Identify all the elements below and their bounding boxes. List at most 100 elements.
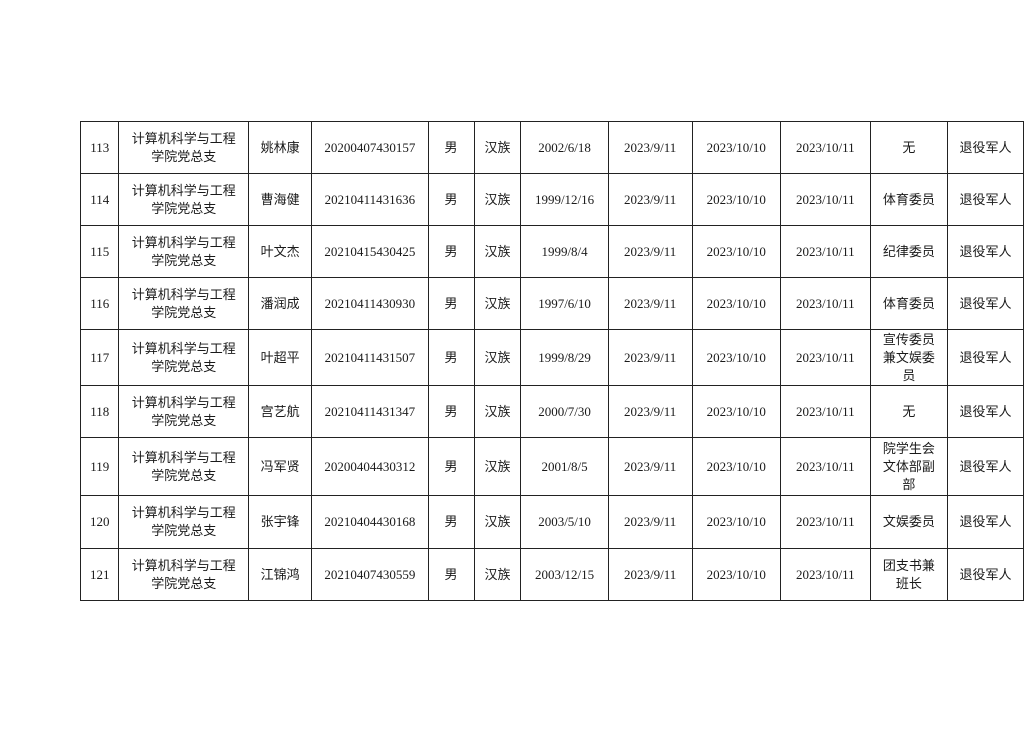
cell-birth-date: 1999/12/16: [520, 173, 609, 226]
cell-ethnicity: 汉族: [473, 277, 522, 330]
cell-note: 退役军人: [947, 277, 1024, 330]
cell-branch: 计算机科学与工程学院党总支: [118, 437, 249, 496]
cell-apply-date: 2023/9/11: [607, 495, 693, 549]
cell-birth-date: 1999/8/29: [520, 329, 609, 386]
cell-activist-date: 2023/10/10: [691, 225, 781, 278]
cell-student-id: 20210407430559: [311, 548, 429, 601]
cell-gender: 男: [427, 495, 475, 549]
cell-student-id: 20210404430168: [311, 495, 429, 549]
cell-branch: 计算机科学与工程学院党总支: [118, 329, 249, 386]
cell-apply-date: 2023/9/11: [607, 329, 693, 386]
cell-student-id: 20210411431636: [311, 173, 429, 226]
cell-index: 116: [79, 277, 120, 330]
cell-name: 冯军贤: [247, 437, 313, 496]
table-row: 116 计算机科学与工程学院党总支 潘润成 20210411430930 男汉族 1997…: [79, 277, 1024, 330]
cell-position: 宣传委员兼文娱委员: [869, 329, 949, 386]
table-row: 115 计算机科学与工程学院党总支 叶文杰 20210415430425 男汉族 1999…: [79, 225, 1024, 278]
cell-ethnicity: 汉族: [473, 121, 522, 174]
cell-apply-date: 2023/9/11: [607, 437, 693, 496]
cell-note: 退役军人: [947, 437, 1024, 496]
cell-name: 叶超平: [247, 329, 313, 386]
cell-name: 曹海健: [247, 173, 313, 226]
cell-position: 院学生会文体部副部: [869, 437, 949, 496]
cell-apply-date: 2023/9/11: [607, 225, 693, 278]
cell-activist-date: 2023/10/10: [691, 437, 781, 496]
cell-training-date: 2023/10/11: [779, 437, 871, 496]
cell-activist-date: 2023/10/10: [691, 121, 781, 174]
table-row: 114 计算机科学与工程学院党总支 曹海健 20210411431636 男汉族 1999…: [79, 173, 1024, 226]
cell-activist-date: 2023/10/10: [691, 385, 781, 438]
cell-position: 团支书兼班长: [869, 548, 949, 601]
cell-gender: 男: [427, 385, 475, 438]
cell-position: 体育委员: [869, 277, 949, 330]
cell-index: 114: [79, 173, 120, 226]
cell-ethnicity: 汉族: [473, 329, 522, 386]
cell-branch: 计算机科学与工程学院党总支: [118, 548, 249, 601]
table-row: 121 计算机科学与工程学院党总支 江锦鸿 20210407430559 男汉族 2003…: [79, 548, 1024, 601]
cell-activist-date: 2023/10/10: [691, 548, 781, 601]
cell-activist-date: 2023/10/10: [691, 277, 781, 330]
cell-position: 无: [869, 385, 949, 438]
cell-ethnicity: 汉族: [473, 173, 522, 226]
table-row: 113 计算机科学与工程学院党总支 姚林康 20200407430157 男汉族 2002…: [79, 121, 1024, 174]
cell-training-date: 2023/10/11: [779, 121, 871, 174]
cell-training-date: 2023/10/11: [779, 277, 871, 330]
table-row: 117 计算机科学与工程学院党总支 叶超平 20210411431507 男汉族 1999…: [79, 329, 1024, 386]
cell-gender: 男: [427, 173, 475, 226]
cell-training-date: 2023/10/11: [779, 329, 871, 386]
cell-training-date: 2023/10/11: [779, 495, 871, 549]
cell-student-id: 20210411430930: [311, 277, 429, 330]
cell-activist-date: 2023/10/10: [691, 329, 781, 386]
table-row: 118 计算机科学与工程学院党总支 宫艺航 20210411431347 男汉族 2000…: [79, 385, 1024, 438]
cell-ethnicity: 汉族: [473, 385, 522, 438]
cell-birth-date: 2001/8/5: [520, 437, 609, 496]
cell-training-date: 2023/10/11: [779, 548, 871, 601]
cell-activist-date: 2023/10/10: [691, 495, 781, 549]
cell-training-date: 2023/10/11: [779, 173, 871, 226]
cell-training-date: 2023/10/11: [779, 225, 871, 278]
cell-gender: 男: [427, 121, 475, 174]
cell-student-id: 20210415430425: [311, 225, 429, 278]
cell-index: 120: [79, 495, 120, 549]
cell-note: 退役军人: [947, 225, 1024, 278]
cell-index: 119: [79, 437, 120, 496]
cell-branch: 计算机科学与工程学院党总支: [118, 385, 249, 438]
cell-index: 121: [79, 548, 120, 601]
cell-birth-date: 2000/7/30: [520, 385, 609, 438]
cell-branch: 计算机科学与工程学院党总支: [118, 225, 249, 278]
cell-note: 退役军人: [947, 495, 1024, 549]
cell-note: 退役军人: [947, 329, 1024, 386]
cell-student-id: 20210411431507: [311, 329, 429, 386]
cell-position: 纪律委员: [869, 225, 949, 278]
cell-birth-date: 2003/5/10: [520, 495, 609, 549]
cell-name: 张宇锋: [247, 495, 313, 549]
cell-name: 宫艺航: [247, 385, 313, 438]
cell-index: 118: [79, 385, 120, 438]
cell-name: 江锦鸿: [247, 548, 313, 601]
table-row: 119 计算机科学与工程学院党总支 冯军贤 20200404430312 男汉族 2001…: [79, 437, 1024, 496]
cell-name: 姚林康: [247, 121, 313, 174]
cell-index: 117: [79, 329, 120, 386]
cell-branch: 计算机科学与工程学院党总支: [118, 495, 249, 549]
cell-name: 叶文杰: [247, 225, 313, 278]
cell-apply-date: 2023/9/11: [607, 173, 693, 226]
cell-birth-date: 1999/8/4: [520, 225, 609, 278]
cell-position: 体育委员: [869, 173, 949, 226]
cell-birth-date: 2002/6/18: [520, 121, 609, 174]
cell-note: 退役军人: [947, 173, 1024, 226]
cell-position: 文娱委员: [869, 495, 949, 549]
cell-ethnicity: 汉族: [473, 548, 522, 601]
cell-note: 退役军人: [947, 121, 1024, 174]
cell-activist-date: 2023/10/10: [691, 173, 781, 226]
cell-ethnicity: 汉族: [473, 495, 522, 549]
cell-name: 潘润成: [247, 277, 313, 330]
member-table: 113 计算机科学与工程学院党总支 姚林康 20200407430157 男汉族 2002…: [79, 121, 1024, 601]
cell-note: 退役军人: [947, 385, 1024, 438]
cell-ethnicity: 汉族: [473, 437, 522, 496]
cell-branch: 计算机科学与工程学院党总支: [118, 173, 249, 226]
cell-student-id: 20210411431347: [311, 385, 429, 438]
cell-apply-date: 2023/9/11: [607, 277, 693, 330]
cell-student-id: 20200404430312: [311, 437, 429, 496]
cell-student-id: 20200407430157: [311, 121, 429, 174]
cell-gender: 男: [427, 437, 475, 496]
